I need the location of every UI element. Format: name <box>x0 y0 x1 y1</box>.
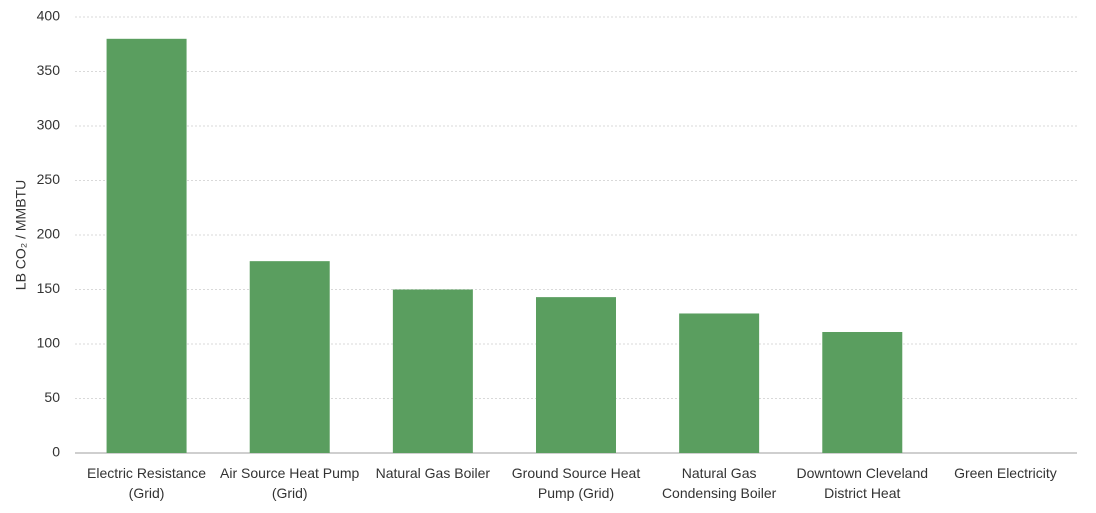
y-tick-label: 300 <box>37 117 61 133</box>
x-tick-label: Downtown Cleveland District Heat <box>796 465 929 501</box>
x-tick-label: Ground Source Heat Pump (Grid) <box>511 465 641 501</box>
y-axis-label: LB CO₂ / MMBTU <box>13 180 29 290</box>
bar <box>392 289 473 453</box>
y-tick-label: 0 <box>52 444 60 460</box>
x-tick-label: Electric Resistance (Grid) <box>87 465 207 501</box>
bar <box>106 38 187 454</box>
y-tick-label: 350 <box>37 62 61 78</box>
x-tick-label: Natural Gas Boiler <box>375 465 491 481</box>
y-tick-label: 150 <box>37 280 61 296</box>
x-tick-label: Air Source Heat Pump (Grid) <box>220 465 360 501</box>
x-tick-label: Natural Gas Condensing Boiler <box>661 465 777 501</box>
y-tick-label: 250 <box>37 171 61 187</box>
y-tick-label: 50 <box>44 389 60 405</box>
y-tick-label: 100 <box>37 335 61 351</box>
bar <box>822 332 903 453</box>
y-tick-label: 200 <box>37 226 61 242</box>
x-tick-label: Green Electricity <box>954 465 1057 481</box>
y-tick-label: 400 <box>37 8 61 24</box>
bar <box>249 261 330 453</box>
bar <box>679 313 760 453</box>
bar <box>536 297 616 453</box>
